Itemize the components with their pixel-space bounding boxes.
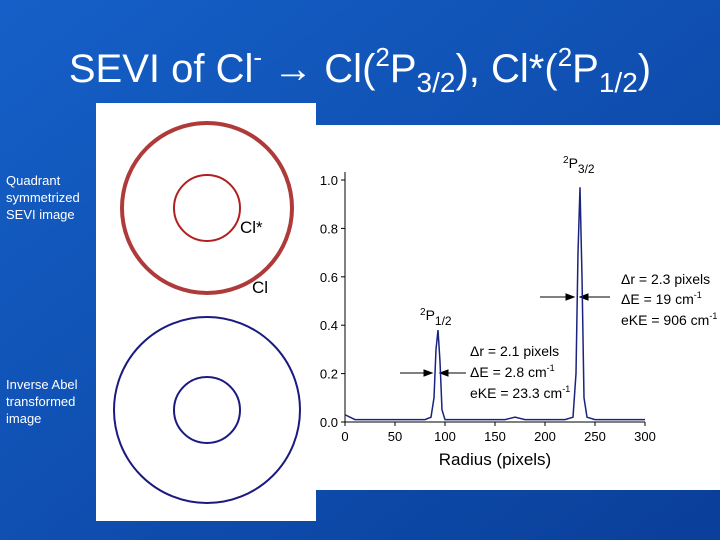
svg-text:Δr = 2.3 pixels: Δr = 2.3 pixels xyxy=(621,271,710,287)
peak-label: 2P1/2 xyxy=(420,307,452,328)
slide-title: SEVI of Cl- → Cl(2P3/2), Cl*(2P1/2) xyxy=(69,42,651,98)
y-tick-label: 0.2 xyxy=(320,367,338,382)
x-tick-label: 200 xyxy=(534,429,556,444)
y-tick-label: 0.4 xyxy=(320,318,338,333)
image-label: Cl* xyxy=(240,218,263,237)
x-tick-label: 50 xyxy=(388,429,402,444)
image-label: Cl xyxy=(252,278,268,297)
y-tick-label: 1.0 xyxy=(320,173,338,188)
x-tick-label: 150 xyxy=(484,429,506,444)
svg-text:ΔE = 2.8 cm-1: ΔE = 2.8 cm-1 xyxy=(470,363,555,380)
x-tick-label: 100 xyxy=(434,429,456,444)
image-panel xyxy=(96,103,316,521)
data-line xyxy=(344,187,645,421)
svg-text:eKE = 23.3 cm-1: eKE = 23.3 cm-1 xyxy=(470,384,570,401)
x-tick-label: 0 xyxy=(341,429,348,444)
annotation-low: Δr = 2.1 pixels ΔE = 2.8 cm-1 eKE = 23.3… xyxy=(470,343,570,401)
svg-text:ΔE = 19 cm-1: ΔE = 19 cm-1 xyxy=(621,290,702,307)
image-label: Inverse Abel transformed image xyxy=(6,377,78,426)
x-tick-label: 300 xyxy=(634,429,656,444)
x-tick-label: 250 xyxy=(584,429,606,444)
ring xyxy=(173,174,241,242)
y-tick-label: 0.6 xyxy=(320,270,338,285)
arrows xyxy=(400,293,610,377)
ring xyxy=(120,121,294,295)
y-tick-label: 0.0 xyxy=(320,415,338,430)
annotation-high: Δr = 2.3 pixels ΔE = 19 cm-1 eKE = 906 c… xyxy=(621,271,717,328)
image-label: Quadrant symmetrized SEVI image xyxy=(6,173,80,222)
chart-panel xyxy=(316,125,720,490)
svg-text:Δr = 2.1 pixels: Δr = 2.1 pixels xyxy=(470,343,559,359)
peak-label: 2P3/2 xyxy=(563,155,595,176)
svg-text:eKE = 906 cm-1: eKE = 906 cm-1 xyxy=(621,311,717,328)
ring xyxy=(173,376,241,444)
ring xyxy=(113,316,301,504)
x-axis-label: Radius (pixels) xyxy=(439,450,551,469)
y-tick-label: 0.8 xyxy=(320,221,338,236)
